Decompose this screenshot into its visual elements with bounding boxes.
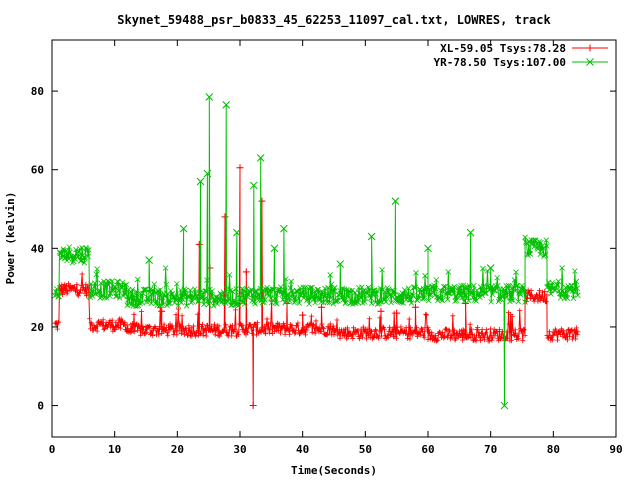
- y-tick-label: 40: [31, 242, 44, 255]
- data-point: [280, 224, 288, 233]
- data-point: [258, 197, 266, 205]
- data-point: [391, 197, 400, 206]
- data-point: [242, 268, 250, 276]
- y-tick-label: 80: [31, 85, 44, 98]
- data-point: [222, 101, 231, 109]
- data-point: [195, 240, 203, 248]
- data-point: [158, 307, 166, 315]
- data-point: [179, 224, 188, 233]
- chart-title: Skynet_59488_psr_b0833_45_62253_11097_ca…: [117, 13, 551, 28]
- data-point: [424, 244, 432, 253]
- data-point: [221, 213, 229, 221]
- data-point: [256, 154, 265, 162]
- x-tick-label: 80: [547, 443, 560, 456]
- data-point: [336, 260, 345, 268]
- data-point: [486, 264, 495, 272]
- legend-label: YR-78.50 Tsys:107.00: [434, 56, 566, 69]
- data-point: [393, 309, 401, 317]
- y-tick-label: 60: [31, 164, 44, 177]
- data-point: [205, 93, 214, 101]
- data-point: [466, 228, 475, 237]
- legend-marker: [586, 58, 594, 66]
- data-point: [196, 177, 205, 186]
- plot-frame: [51, 39, 617, 438]
- data-point: [270, 244, 279, 253]
- y-tick-label: 20: [31, 321, 44, 334]
- data-point: [203, 169, 212, 178]
- x-tick-label: 40: [296, 443, 309, 456]
- data-point: [249, 181, 258, 190]
- plot-layer: [52, 93, 581, 410]
- x-tick-label: 30: [233, 443, 246, 456]
- legend-label: XL-59.05 Tsys:78.28: [440, 42, 566, 55]
- data-point: [145, 256, 153, 264]
- data-point: [500, 401, 509, 410]
- x-axis-label: Time(Seconds): [291, 464, 377, 477]
- legend-marker: [586, 44, 594, 52]
- axis-layer: 0 10 20 30 40 50 60 70 80 90 0 20 40 60 80: [31, 39, 623, 456]
- x-tick-label: 20: [171, 443, 184, 456]
- x-tick-label: 70: [484, 443, 497, 456]
- x-tick-label: 90: [609, 443, 622, 456]
- x-tick-label: 10: [108, 443, 121, 456]
- x-tick-label: 60: [421, 443, 434, 456]
- data-point: [377, 307, 385, 315]
- data-point: [249, 402, 257, 410]
- data-point: [299, 311, 307, 319]
- x-tick-label: 50: [359, 443, 372, 456]
- y-tick-label: 0: [37, 400, 44, 413]
- data-point: [233, 228, 241, 237]
- data-point: [411, 303, 419, 311]
- series-line-2: [54, 96, 579, 406]
- series-markers-2: [52, 94, 581, 409]
- data-point: [367, 232, 376, 241]
- x-tick-label: 0: [49, 443, 56, 456]
- data-point: [236, 164, 244, 172]
- y-axis-label: Power (kelvin): [4, 192, 17, 285]
